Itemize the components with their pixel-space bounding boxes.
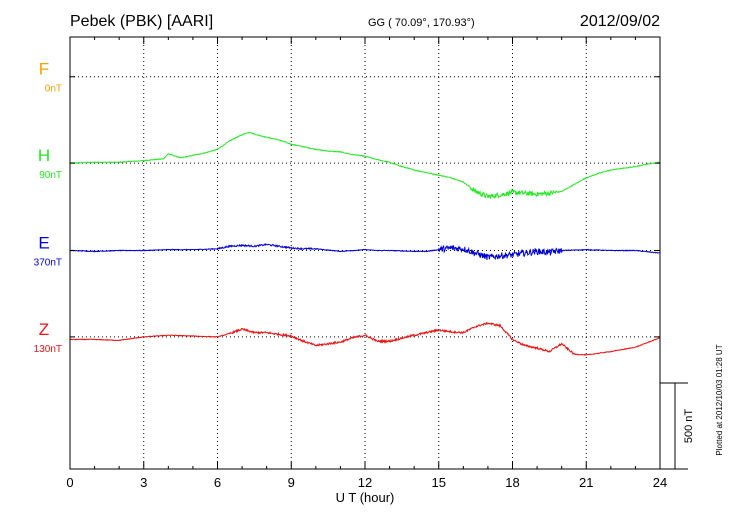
scale-bar: 500 nT <box>660 382 695 470</box>
x-tick-label: 12 <box>358 475 372 490</box>
series-line-z <box>69 321 661 356</box>
x-tick-label: 24 <box>653 475 667 490</box>
date-label: 2012/09/02 <box>580 13 660 30</box>
x-tick-label: 9 <box>288 475 295 490</box>
scale-bar-label: 500 nT <box>683 409 695 444</box>
x-tick-label: 15 <box>432 475 446 490</box>
x-axis-ticks: 0 3 6 9 12 15 18 21 24 <box>66 37 667 490</box>
plotted-at-note: Plotted at 2012/10/03 01:28 UT <box>715 344 724 455</box>
series-lines <box>69 131 661 356</box>
x-axis-title: U T (hour) <box>336 490 395 505</box>
grid-lines <box>70 37 660 469</box>
series-name-z: Z <box>39 320 49 339</box>
x-tick-label: 0 <box>66 475 73 490</box>
series-name-e: E <box>38 234 49 253</box>
series-baseline-e: 370nT <box>34 258 62 269</box>
series-name-h: H <box>38 146 50 165</box>
x-tick-label: 18 <box>505 475 519 490</box>
series-baseline-f: 0nT <box>45 84 62 95</box>
series-line-e <box>69 242 661 261</box>
coordinates-label: GG ( 70.09°, 170.93°) <box>368 17 475 29</box>
station-title: Pebek (PBK) [AARI] <box>70 13 213 30</box>
series-line-h <box>69 131 661 200</box>
series-labels: F 0nT H 90nT E 370nT Z 130nT <box>34 60 62 355</box>
x-tick-label: 6 <box>214 475 221 490</box>
series-baseline-h: 90nT <box>39 170 62 181</box>
series-baseline-z: 130nT <box>34 344 62 355</box>
x-tick-label: 3 <box>140 475 147 490</box>
x-tick-label: 21 <box>579 475 593 490</box>
series-name-f: F <box>39 60 49 79</box>
